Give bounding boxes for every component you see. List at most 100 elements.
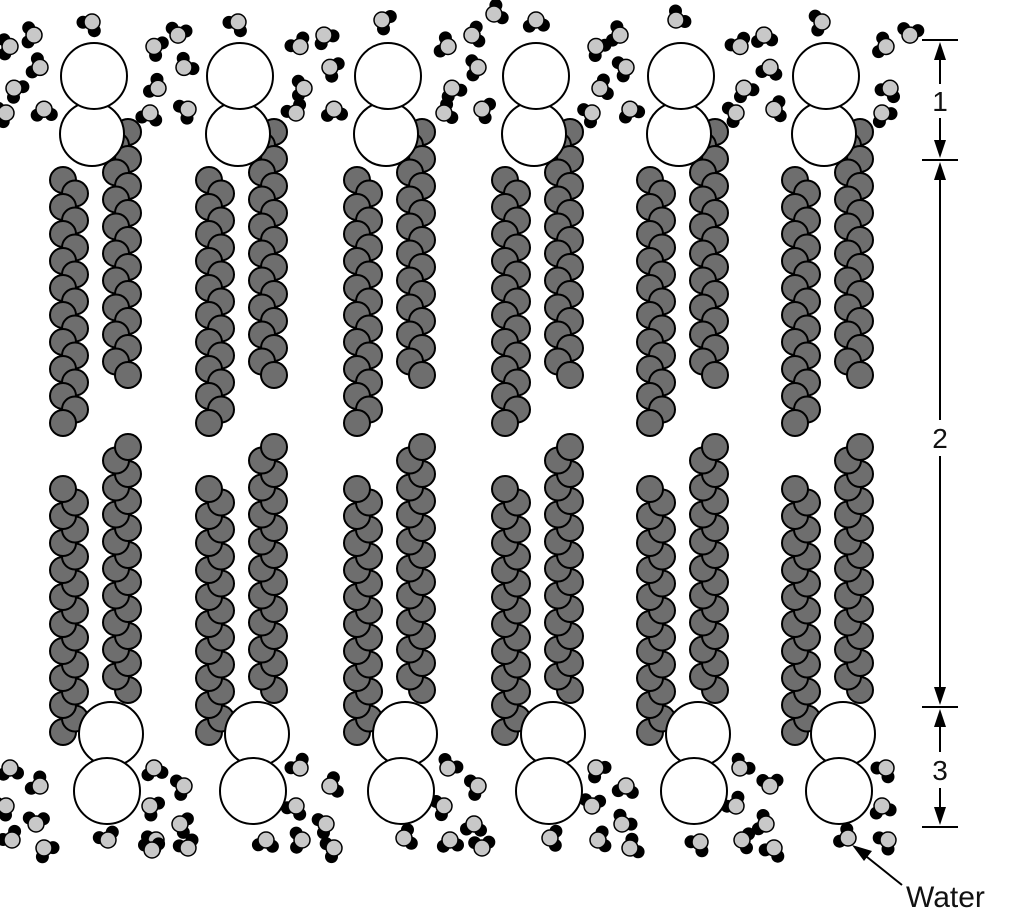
oxygen-atom	[141, 104, 159, 122]
oxygen-atom	[613, 815, 631, 833]
fatty-acid-tail	[781, 166, 821, 437]
water-molecule	[135, 104, 163, 127]
phospholipid-bottom	[491, 433, 586, 825]
oxygen-atom	[873, 104, 891, 122]
water-molecule	[611, 56, 635, 83]
oxygen-atom	[35, 839, 53, 857]
tail-bead	[491, 409, 519, 437]
oxygen-atom	[469, 58, 487, 77]
phosphate-head	[206, 42, 274, 110]
oxygen-atom	[169, 26, 187, 44]
oxygen-atom	[145, 37, 163, 56]
oxygen-atom	[879, 831, 897, 849]
oxygen-atom	[315, 26, 333, 44]
oxygen-atom	[527, 11, 545, 29]
fatty-acid-tail	[343, 166, 383, 437]
water-molecule	[321, 57, 345, 83]
oxygen-atom	[441, 831, 459, 849]
water-molecule	[441, 79, 468, 103]
phosphate-head	[73, 757, 141, 825]
water-molecule	[577, 103, 601, 129]
tail-bead	[343, 409, 371, 437]
water-molecule	[720, 790, 745, 815]
oxygen-atom	[541, 829, 559, 847]
water-molecule	[621, 832, 645, 859]
water-molecule	[613, 808, 638, 833]
water-molecule	[280, 797, 307, 821]
water-molecule	[143, 72, 167, 98]
glycerol-head	[665, 701, 731, 767]
water-molecule	[751, 26, 779, 48]
water-molecule	[429, 795, 453, 822]
fatty-acid-tail	[396, 433, 436, 704]
tail-bead	[781, 475, 809, 503]
oxygen-atom	[485, 5, 503, 23]
phospholipid-bottom	[343, 433, 438, 825]
phospholipid-top	[195, 42, 288, 437]
water-molecule	[438, 753, 464, 777]
oxygen-atom	[1, 37, 19, 56]
oxygen-atom	[813, 13, 831, 31]
tail-bead	[636, 409, 664, 437]
tail-bead	[846, 361, 874, 389]
oxygen-atom	[373, 11, 391, 29]
oxygen-atom	[171, 815, 189, 833]
fatty-acid-tail	[834, 118, 874, 389]
oxygen-atom	[325, 839, 343, 857]
arrow-3-down	[934, 807, 946, 825]
fatty-acid-tail	[636, 475, 676, 746]
glycerol-head	[501, 101, 567, 167]
phosphate-head	[805, 757, 873, 825]
water-molecule	[872, 831, 897, 856]
water-molecule	[25, 52, 49, 79]
water-molecule	[869, 797, 897, 820]
tail-bead	[701, 433, 729, 461]
oxygen-atom	[473, 100, 491, 118]
oxygen-atom	[755, 26, 773, 44]
oxygen-atom	[465, 815, 483, 833]
tail-bead	[260, 361, 288, 389]
phospholipid-bottom	[195, 433, 290, 825]
water-molecule	[138, 837, 166, 859]
water-molecule	[756, 773, 784, 795]
oxygen-atom	[31, 777, 49, 795]
oxygen-atom	[321, 777, 339, 795]
water-pointer-line	[861, 852, 903, 886]
glycerol-head	[810, 701, 876, 767]
water-molecule	[522, 11, 550, 33]
fatty-acid-tail	[781, 475, 821, 746]
phospholipid-bottom	[781, 433, 876, 825]
water-molecule	[30, 100, 58, 122]
glycerol-head	[646, 101, 712, 167]
water-molecule	[21, 21, 43, 49]
phosphate-head	[219, 757, 287, 825]
oxygen-atom	[877, 759, 895, 777]
phospholipid-top	[343, 42, 436, 437]
oxygen-atom	[617, 777, 635, 795]
water-molecule	[251, 831, 279, 853]
glycerol-head	[205, 101, 271, 167]
oxygen-atom	[901, 26, 919, 44]
water-molecule	[24, 770, 49, 795]
water-molecule	[751, 809, 775, 836]
oxygen-atom	[321, 58, 339, 77]
oxygen-atom	[839, 829, 857, 847]
phosphate-head	[515, 757, 583, 825]
oxygen-atom	[143, 841, 161, 859]
oxygen-atom	[473, 839, 491, 857]
water-molecule	[684, 833, 709, 858]
oxygen-atom	[667, 11, 685, 29]
water-molecule	[606, 20, 629, 47]
oxygen-atom	[179, 839, 197, 857]
water-molecule	[591, 73, 614, 100]
oxygen-atom	[439, 759, 457, 777]
arrow-2-up	[934, 162, 946, 180]
tail-bead	[114, 361, 142, 389]
oxygen-atom	[317, 815, 335, 833]
oxygen-atom	[621, 100, 639, 118]
tail-bead	[195, 409, 223, 437]
water-molecule	[765, 95, 787, 123]
water-molecules-bottom	[0, 752, 897, 864]
water-molecule	[92, 825, 119, 849]
water-molecule	[733, 827, 756, 855]
